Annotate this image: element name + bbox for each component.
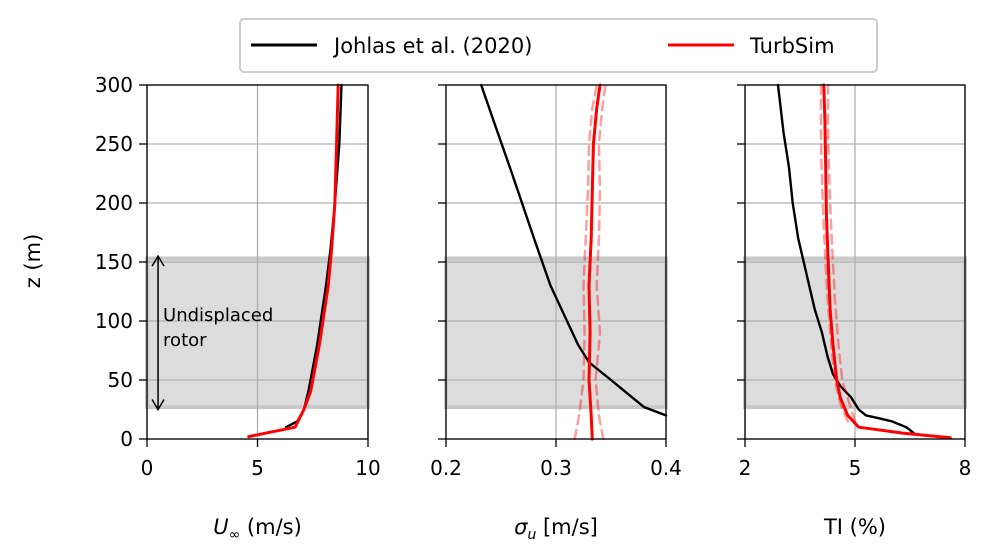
legend-label-johlas: Johlas et al. (2020) <box>332 34 532 58</box>
annotation-arrow-head-up <box>151 254 165 267</box>
panel-wind-speed: 0 50 100 150 200 250 300 0 5 10 <box>95 73 381 480</box>
turbsim-line <box>822 83 952 440</box>
x-tick-label: 2 <box>739 456 752 480</box>
panel-turbulence-intensity: 2 5 8 <box>737 83 972 480</box>
x-label-units: [m/s] <box>536 515 598 539</box>
y-tick-label: 0 <box>120 427 133 451</box>
x-label-subscript: u <box>527 527 536 543</box>
x-tick-label: 8 <box>959 456 972 480</box>
x-axis-label-sigma-u: σu [m/s] <box>514 515 598 543</box>
x-axis-label-wind-speed: U∞ (m/s) <box>213 515 302 543</box>
x-label-symbol: σ <box>514 515 528 539</box>
annotation-line-2: rotor <box>163 330 207 351</box>
x-label-subscript: ∞ <box>229 527 241 543</box>
x-label-units: (m/s) <box>240 515 302 539</box>
y-tick-label: 50 <box>108 368 133 392</box>
x-tick-label: 10 <box>355 456 380 480</box>
x-tick-label: 5 <box>849 456 862 480</box>
y-tick-label: 250 <box>95 132 133 156</box>
x-label-symbol: U <box>213 515 228 539</box>
x-tick-label: 0 <box>141 456 154 480</box>
legend-frame <box>239 18 878 73</box>
turbsim-bound-line <box>826 83 857 423</box>
johlas-line <box>776 83 915 435</box>
y-axis-label: z (m) <box>21 234 45 289</box>
johlas-line <box>480 83 668 417</box>
legend-label-turbsim: TurbSim <box>749 34 835 58</box>
x-tick-label: 0.2 <box>430 456 462 480</box>
turbsim-bound-line <box>819 83 849 423</box>
y-tick-label: 100 <box>95 309 133 333</box>
x-tick-label: 5 <box>251 456 264 480</box>
turbsim-line <box>247 83 340 439</box>
x-tick-label: 0.3 <box>540 456 572 480</box>
turbsim-line <box>587 83 602 441</box>
legend: Johlas et al. (2020) TurbSim <box>239 18 878 73</box>
x-tick-label: 0.4 <box>650 456 682 480</box>
x-axis-label-ti: TI (%) <box>823 515 886 539</box>
y-tick-label: 300 <box>95 73 133 97</box>
panel-sigma-u: 0.2 0.3 0.4 <box>430 83 682 480</box>
y-tick-label: 200 <box>95 191 133 215</box>
y-tick-label: 150 <box>95 250 133 274</box>
annotation-arrow-head-down <box>151 399 165 411</box>
undisplaced-rotor-annotation: Undisplaced rotor <box>151 254 273 411</box>
annotation-line-1: Undisplaced <box>163 305 273 326</box>
